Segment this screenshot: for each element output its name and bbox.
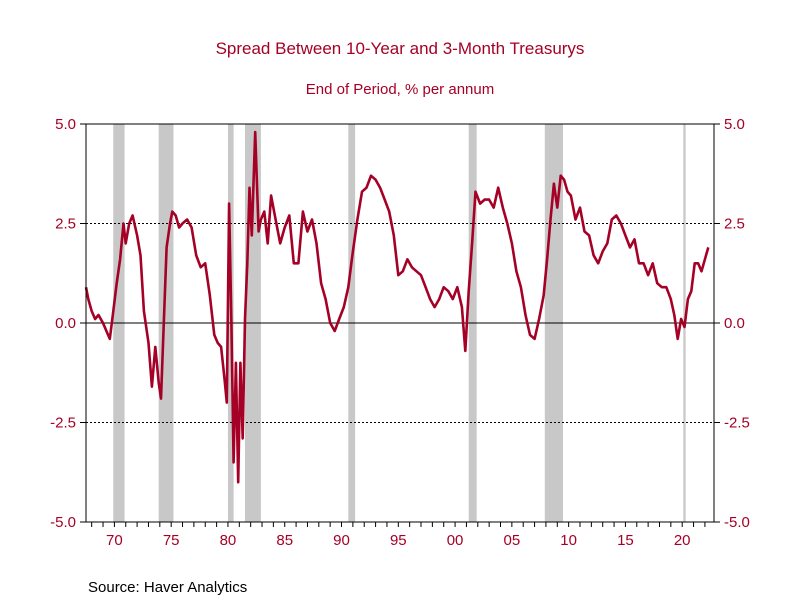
x-tick-label-3: 85 [276,532,293,549]
y-axis-right: 5.0 2.5 0.0 -2.5 -5.0 [714,116,750,531]
x-tick-label-4: 90 [333,532,350,549]
x-tick-label-8: 10 [560,532,577,549]
y-tick-label-right-1: 2.5 [724,216,745,233]
y-tick-label-left-3: -2.5 [50,415,76,432]
series-layer [84,130,710,484]
x-tick-label-7: 05 [504,532,521,549]
y-tick-label-left-1: 2.5 [55,216,76,233]
y-tick-label-right-0: 5.0 [724,116,745,133]
gridlines [86,223,714,423]
x-tick-label-9: 15 [617,532,634,549]
x-tick-label-5: 95 [390,532,407,549]
x-tick-label-0: 70 [106,532,123,549]
y-tick-label-left-2: 0.0 [55,315,76,332]
x-axis: 70 75 80 85 90 95 00 05 10 15 20 [91,522,706,549]
y-tick-label-right-4: -5.0 [724,514,750,531]
source-note: Source: Haver Analytics [88,579,247,596]
y-tick-label-right-3: -2.5 [724,415,750,432]
y-tick-label-left-0: 5.0 [55,116,76,133]
x-tick-label-1: 75 [163,532,180,549]
x-tick-label-10: 20 [674,532,691,549]
chart-title: Spread Between 10-Year and 3-Month Treas… [216,39,585,58]
chart-subtitle: End of Period, % per annum [306,81,494,98]
y-tick-label-right-2: 0.0 [724,315,745,332]
x-tick-label-2: 80 [220,532,237,549]
x-tick-label-6: 00 [447,532,464,549]
series-line-0 [84,130,710,484]
y-axis-left: 5.0 2.5 0.0 -2.5 -5.0 [50,116,86,531]
y-tick-label-left-4: -5.0 [50,514,76,531]
